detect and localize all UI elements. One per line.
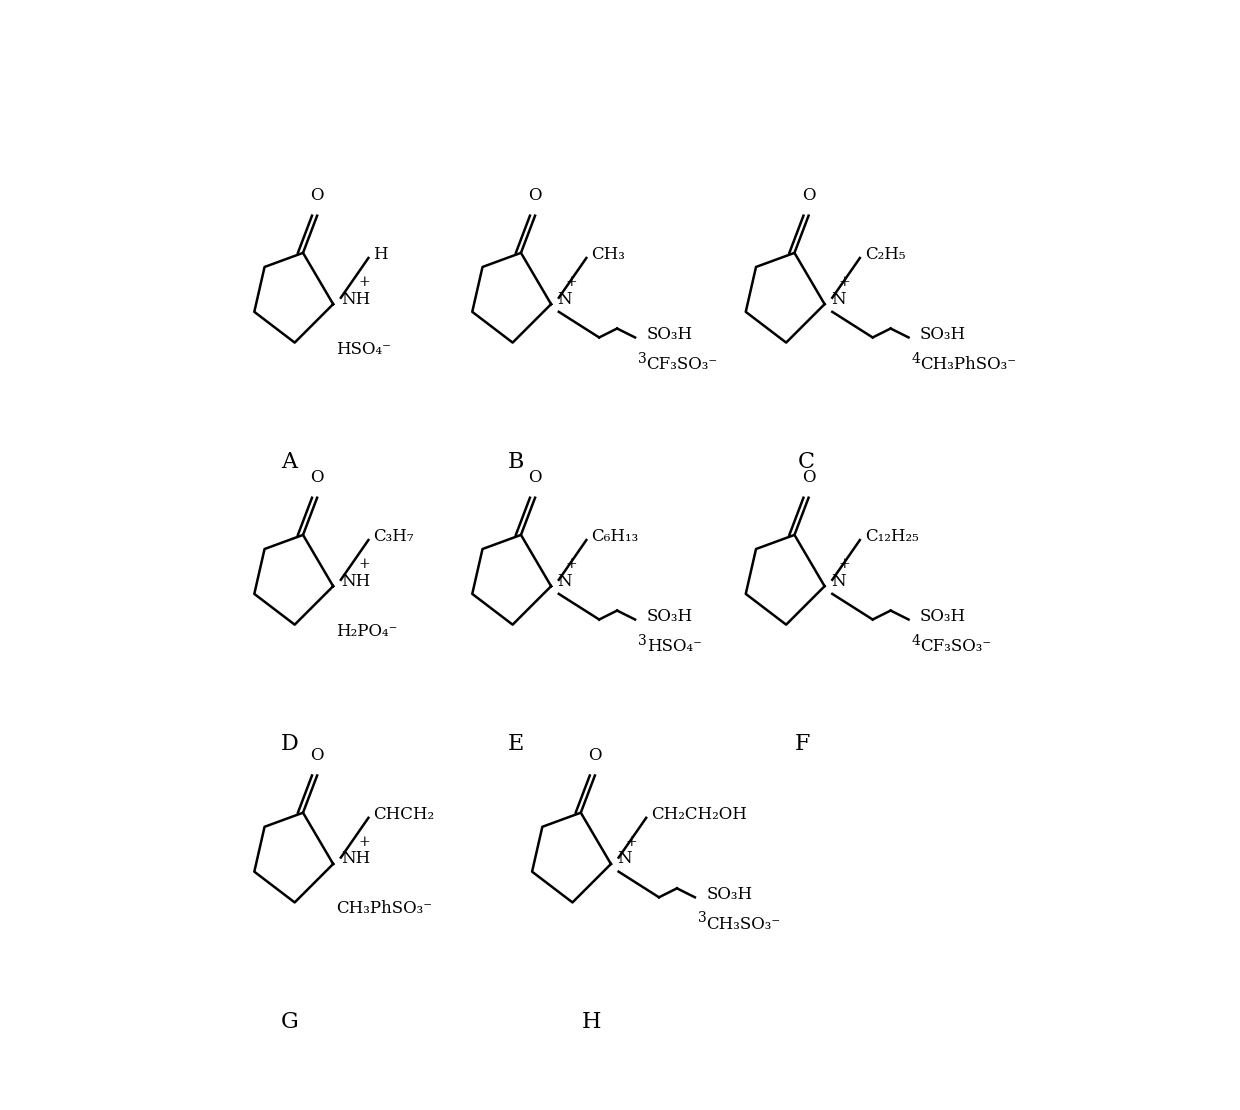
Text: +: + [565, 274, 577, 289]
Text: 3: 3 [639, 352, 647, 365]
Text: N: N [558, 573, 572, 589]
Text: CF₃SO₃⁻: CF₃SO₃⁻ [646, 356, 718, 373]
Text: G: G [280, 1011, 299, 1033]
Text: CF₃SO₃⁻: CF₃SO₃⁻ [920, 638, 991, 655]
Text: +: + [839, 274, 851, 289]
Text: NH: NH [341, 850, 370, 867]
Text: NH: NH [341, 291, 370, 307]
Text: N: N [831, 291, 846, 307]
Text: 4: 4 [911, 634, 920, 647]
Text: CH₃: CH₃ [591, 246, 625, 263]
Text: O: O [310, 470, 324, 486]
Text: C₁₂H₂₅: C₁₂H₂₅ [866, 528, 919, 545]
Text: N: N [558, 291, 572, 307]
Text: O: O [528, 188, 542, 204]
Text: C: C [799, 452, 815, 473]
Text: +: + [358, 274, 371, 289]
Text: C₂H₅: C₂H₅ [866, 246, 905, 263]
Text: +: + [358, 557, 371, 571]
Text: HSO₄⁻: HSO₄⁻ [336, 341, 392, 357]
Text: H₂PO₄⁻: H₂PO₄⁻ [336, 623, 398, 639]
Text: O: O [528, 470, 542, 486]
Text: +: + [625, 835, 637, 848]
Text: SO₃H: SO₃H [646, 325, 693, 343]
Text: H: H [373, 246, 388, 263]
Text: NH: NH [341, 573, 370, 589]
Text: A: A [281, 452, 298, 473]
Text: SO₃H: SO₃H [920, 325, 966, 343]
Text: O: O [310, 747, 324, 764]
Text: +: + [358, 835, 371, 848]
Text: CH₃PhSO₃⁻: CH₃PhSO₃⁻ [920, 356, 1016, 373]
Text: O: O [802, 470, 816, 486]
Text: B: B [507, 452, 525, 473]
Text: C₆H₁₃: C₆H₁₃ [591, 528, 639, 545]
Text: HSO₄⁻: HSO₄⁻ [646, 638, 702, 655]
Text: F: F [795, 734, 810, 755]
Text: +: + [839, 557, 851, 571]
Text: 4: 4 [911, 352, 920, 365]
Text: C₃H₇: C₃H₇ [373, 528, 414, 545]
Text: D: D [280, 734, 299, 755]
Text: 3: 3 [698, 911, 707, 926]
Text: N: N [618, 850, 632, 867]
Text: E: E [507, 734, 525, 755]
Text: +: + [565, 557, 577, 571]
Text: CH₂CH₂OH: CH₂CH₂OH [651, 806, 748, 824]
Text: SO₃H: SO₃H [920, 608, 966, 625]
Text: H: H [582, 1011, 601, 1033]
Text: 3: 3 [639, 634, 647, 647]
Text: SO₃H: SO₃H [707, 886, 753, 902]
Text: CH₃PhSO₃⁻: CH₃PhSO₃⁻ [336, 900, 433, 917]
Text: CH₃SO₃⁻: CH₃SO₃⁻ [707, 916, 780, 932]
Text: CHCH₂: CHCH₂ [373, 806, 435, 824]
Text: N: N [831, 573, 846, 589]
Text: O: O [802, 188, 816, 204]
Text: SO₃H: SO₃H [646, 608, 693, 625]
Text: O: O [310, 188, 324, 204]
Text: O: O [588, 747, 601, 764]
